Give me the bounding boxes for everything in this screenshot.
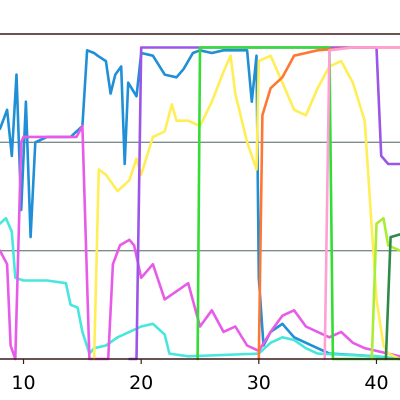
series-layer: [0, 46, 400, 361]
series-line-1: [0, 216, 400, 361]
x-tick-label-0: 10: [11, 372, 35, 394]
series-line-7: [323, 46, 400, 361]
series-line-5: [196, 46, 400, 361]
x-tick-label-3: 40: [364, 372, 388, 394]
axes: [0, 33, 400, 360]
x-tick-label-1: 20: [129, 372, 153, 394]
x-tick-labels: 10 20 30 40: [11, 359, 389, 394]
x-tick-label-2: 30: [247, 372, 271, 394]
series-line-3: [92, 54, 400, 361]
series-line-2: [0, 124, 400, 361]
series-line-8: [370, 216, 400, 361]
series-line-9: [384, 233, 400, 361]
series-line-4: [128, 46, 400, 361]
